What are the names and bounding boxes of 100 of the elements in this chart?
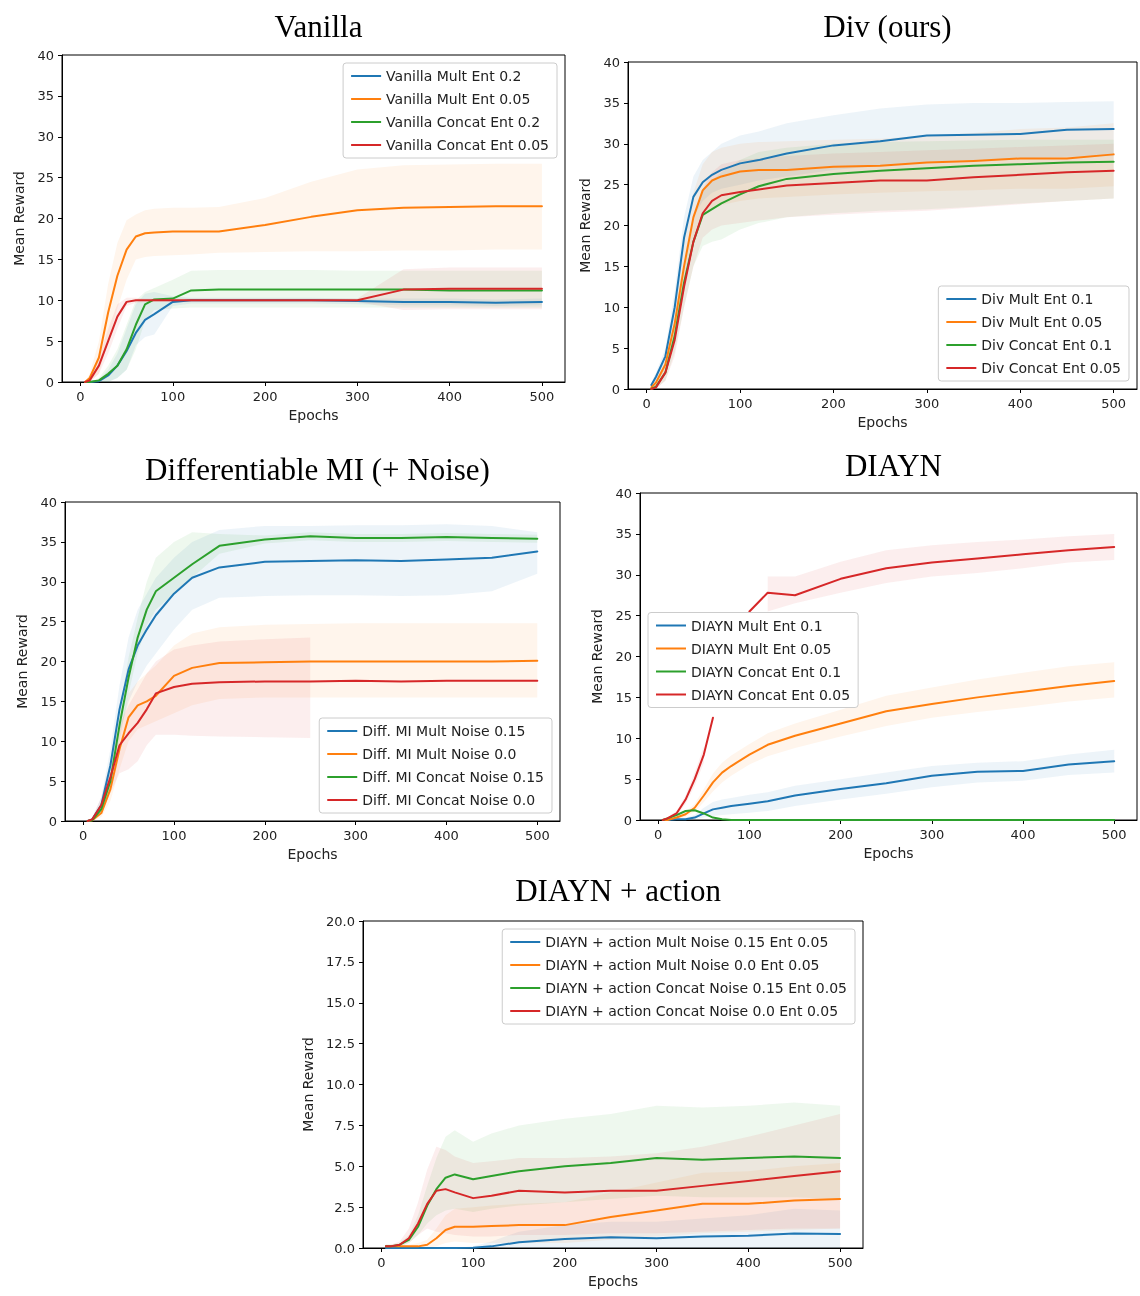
chart-title: Differentiable MI (+ Noise)	[145, 452, 490, 487]
x-tick-label: 300	[914, 396, 940, 411]
legend-label: DIAYN + action Mult Noise 0.15 Ent 0.05	[545, 934, 829, 950]
x-tick-label: 200	[828, 827, 854, 842]
y-tick-label: 25	[37, 170, 54, 186]
line-series	[384, 1232, 842, 1249]
y-tick-label: 30	[615, 567, 632, 583]
chart-title: DIAYN	[844, 448, 943, 483]
x-tick-label: 400	[1007, 396, 1033, 411]
chart-title: Div (ours)	[823, 9, 952, 44]
legend-label: Vanilla Mult Ent 0.2	[386, 68, 522, 84]
y-tick-label: 0	[45, 374, 54, 390]
x-tick-label: 100	[460, 1255, 486, 1270]
y-axis-title: Mean Reward	[11, 171, 27, 266]
y-tick-label: 0.0	[334, 1240, 355, 1256]
y-axis-title: Mean Reward	[300, 1037, 317, 1132]
x-axis-title: Epochs	[587, 1273, 639, 1289]
x-axis-title: Epochs	[857, 414, 908, 430]
y-tick-label: 35	[615, 526, 632, 542]
x-axis-title: Epochs	[863, 845, 914, 861]
legend-label: Diff. MI Concat Noise 0.15	[362, 769, 544, 785]
y-tick-label: 7.5	[334, 1117, 355, 1133]
y-tick-label: 17.5	[326, 954, 355, 970]
legend-label: DIAYN Mult Ent 0.05	[691, 640, 832, 657]
x-tick-label: 100	[160, 389, 186, 404]
y-axis-title: Mean Reward	[589, 609, 605, 704]
x-tick-label: 200	[252, 389, 278, 404]
y-tick-label: 20.0	[326, 913, 355, 929]
y-tick-label: 10.0	[326, 1077, 355, 1092]
line-series	[84, 205, 543, 383]
y-tick-label: 40	[615, 485, 632, 501]
y-tick-label: 40	[37, 47, 54, 63]
legend-label: DIAYN Mult Ent 0.1	[691, 617, 823, 634]
y-axis-title: Mean Reward	[577, 178, 593, 273]
legend-label: DIAYN Concat Ent 0.05	[691, 686, 851, 703]
y-tick-label: 30	[40, 574, 57, 590]
x-tick-label: 500	[529, 389, 555, 404]
legend-label: Vanilla Mult Ent 0.05	[386, 91, 531, 107]
y-tick-label: 20	[615, 649, 632, 664]
x-tick-label: 200	[821, 396, 846, 411]
legend-label: Diff. MI Mult Noise 0.15	[362, 723, 526, 739]
y-tick-label: 2.5	[334, 1199, 355, 1215]
y-tick-label: 40	[603, 54, 620, 70]
x-axis-title: Epochs	[288, 407, 339, 423]
legend-label: DIAYN + action Concat Noise 0.15 Ent 0.05	[545, 980, 847, 996]
y-tick-label: 20	[40, 654, 57, 669]
x-tick-label: 100	[737, 827, 762, 842]
chart-title: DIAYN + action	[515, 873, 722, 908]
legend-label: Div Mult Ent 0.05	[981, 314, 1103, 330]
y-tick-label: 25	[603, 177, 620, 193]
legend-label: Diff. MI Concat Noise 0.0	[362, 792, 536, 808]
x-tick-label: 500	[827, 1255, 853, 1270]
y-tick-label: 10	[615, 730, 632, 746]
x-tick-label: 0	[79, 828, 88, 843]
legend-label: Div Concat Ent 0.1	[981, 337, 1113, 353]
x-tick-label: 0	[642, 396, 651, 411]
x-tick-label: 200	[552, 1255, 578, 1270]
y-tick-label: 25	[615, 608, 632, 624]
y-tick-label: 35	[37, 88, 54, 104]
x-tick-label: 400	[434, 828, 459, 843]
x-tick-label: 0	[377, 1255, 386, 1270]
x-tick-label: 0	[654, 827, 663, 842]
y-tick-label: 0	[48, 813, 57, 829]
legend-label: Vanilla Concat Ent 0.05	[386, 137, 550, 153]
x-tick-label: 300	[344, 389, 370, 404]
y-tick-label: 10	[40, 733, 57, 749]
y-tick-label: 40	[40, 494, 57, 510]
y-tick-label: 15	[603, 258, 620, 274]
legend-label: Div Concat Ent 0.05	[981, 360, 1122, 376]
y-tick-label: 35	[603, 95, 620, 111]
y-tick-label: 15.0	[326, 995, 355, 1011]
y-tick-label: 15	[615, 689, 632, 705]
legend-label: DIAYN + action Concat Noise 0.0 Ent 0.05	[545, 1003, 839, 1019]
y-tick-label: 0	[623, 812, 632, 828]
legend-label: DIAYN + action Mult Noise 0.0 Ent 0.05	[545, 957, 820, 973]
y-tick-label: 10	[603, 299, 620, 315]
x-tick-label: 500	[524, 828, 550, 843]
x-tick-label: 0	[76, 389, 85, 404]
y-tick-label: 30	[603, 136, 620, 152]
y-tick-label: 30	[37, 129, 54, 145]
y-tick-label: 20	[603, 218, 620, 233]
x-tick-label: 400	[437, 389, 463, 404]
y-tick-label: 25	[40, 614, 57, 630]
y-tick-label: 12.5	[326, 1036, 355, 1052]
legend-label: Diff. MI Mult Noise 0.0	[362, 746, 517, 762]
y-tick-label: 5	[611, 340, 620, 356]
x-tick-label: 500	[1101, 396, 1127, 411]
x-tick-label: 200	[252, 828, 278, 843]
x-axis-title: Epochs	[287, 846, 338, 862]
x-tick-label: 300	[919, 827, 945, 842]
y-tick-label: 5.0	[334, 1158, 355, 1174]
legend-label: Vanilla Concat Ent 0.2	[386, 114, 541, 130]
chart-title: Vanilla	[274, 9, 363, 44]
legend-label: DIAYN Concat Ent 0.1	[691, 663, 842, 680]
y-tick-label: 5	[48, 773, 57, 789]
legend-label: Div Mult Ent 0.1	[981, 291, 1094, 307]
x-tick-label: 300	[343, 828, 369, 843]
x-tick-label: 100	[727, 396, 753, 411]
x-tick-label: 400	[735, 1255, 761, 1270]
y-axis-title: Mean Reward	[14, 614, 30, 709]
